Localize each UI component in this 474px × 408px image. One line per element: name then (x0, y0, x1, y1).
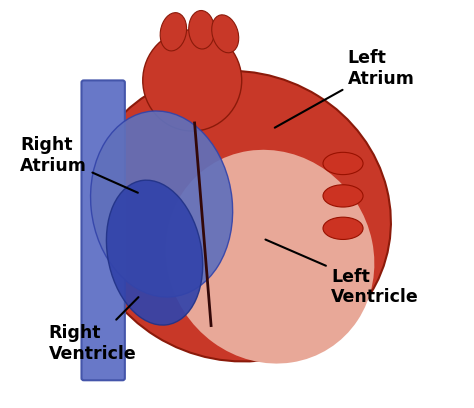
Text: Right
Ventricle: Right Ventricle (48, 297, 138, 363)
Text: Right
Atrium: Right Atrium (20, 136, 138, 193)
Ellipse shape (91, 111, 233, 297)
FancyBboxPatch shape (82, 80, 125, 380)
Ellipse shape (160, 13, 187, 51)
Ellipse shape (323, 152, 363, 175)
Ellipse shape (212, 15, 239, 53)
Text: Left
Atrium: Left Atrium (275, 49, 415, 128)
Ellipse shape (323, 217, 363, 239)
Text: Left
Ventricle: Left Ventricle (265, 239, 419, 306)
Ellipse shape (323, 185, 363, 207)
Ellipse shape (189, 11, 215, 49)
Ellipse shape (106, 180, 203, 325)
Ellipse shape (83, 71, 391, 361)
Ellipse shape (143, 30, 242, 131)
Ellipse shape (165, 150, 374, 364)
